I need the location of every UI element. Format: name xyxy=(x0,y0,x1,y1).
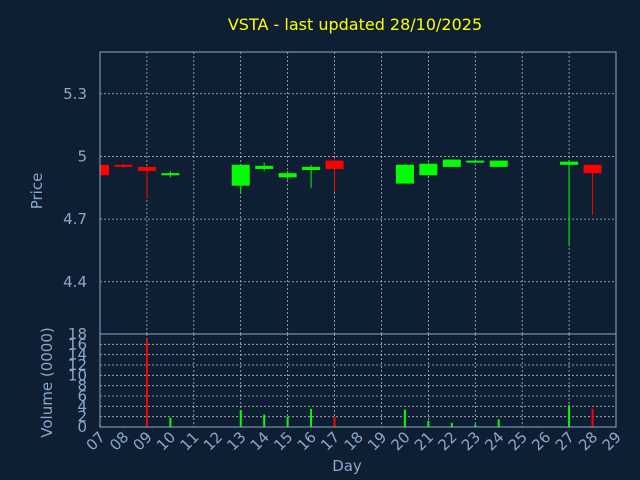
volume-axis-label: Volume (0000) xyxy=(38,327,56,437)
volume-bar xyxy=(568,405,571,427)
price-y-tick-label: 4.7 xyxy=(63,210,87,228)
volume-y-tick-label: 10 xyxy=(68,366,87,384)
x-tick-label: 17 xyxy=(317,428,343,454)
x-tick-label: 08 xyxy=(106,428,132,454)
volume-y-tick-label: 4 xyxy=(77,397,87,415)
candle xyxy=(231,164,250,195)
volume-y-tick-label: 2 xyxy=(77,408,87,426)
candle-body xyxy=(466,160,485,163)
candle xyxy=(114,163,133,168)
candle xyxy=(489,160,508,167)
volume-y-tick-label: 14 xyxy=(68,346,87,364)
x-tick-label: 23 xyxy=(458,428,484,454)
candle xyxy=(137,166,156,199)
candle xyxy=(255,162,274,172)
volume-bar xyxy=(169,417,172,427)
candle-body xyxy=(137,166,156,172)
volume-bar xyxy=(286,416,289,427)
volume-y-tick-label: 6 xyxy=(77,387,87,405)
candle xyxy=(278,171,297,180)
volume-bar xyxy=(497,419,500,427)
volume-bar xyxy=(403,409,406,427)
volume-bars xyxy=(99,339,594,427)
volume-bar xyxy=(263,414,266,427)
volume-bar xyxy=(474,424,477,427)
x-tick-label: 19 xyxy=(364,428,390,454)
volume-bar xyxy=(145,339,148,427)
volume-bar xyxy=(310,408,313,427)
volume-bar xyxy=(122,425,125,427)
volume-y-tick-label: 18 xyxy=(68,325,87,343)
volume-y-tick-label: 8 xyxy=(77,377,87,395)
volume-bar xyxy=(450,422,453,427)
candle-body xyxy=(560,161,579,165)
volume-y-tick-label: 0 xyxy=(77,418,87,436)
candle xyxy=(583,164,602,215)
candle-body xyxy=(100,164,109,176)
candle-body xyxy=(442,159,461,167)
x-axis-label: Day xyxy=(332,457,362,475)
candle xyxy=(560,160,579,247)
candle-body xyxy=(419,163,438,176)
x-tick-label: 27 xyxy=(552,428,578,454)
candle-body xyxy=(395,164,414,184)
volume-bar xyxy=(591,408,594,427)
candle xyxy=(302,164,321,188)
volume-bar xyxy=(427,420,430,427)
price-axis-label: Price xyxy=(28,173,46,210)
chart-title: VSTA - last updated 28/10/2025 xyxy=(228,15,482,34)
x-tick-label: 29 xyxy=(599,428,625,454)
price-grid xyxy=(100,52,616,334)
candle xyxy=(419,162,438,176)
x-tick-label: 10 xyxy=(153,428,179,454)
candle-body xyxy=(489,160,508,167)
volume-bar xyxy=(333,416,336,427)
candle xyxy=(466,159,485,163)
price-y-tick-label: 5.3 xyxy=(63,85,87,103)
x-tick-label: 18 xyxy=(341,428,367,454)
volume-y-tick-label: 12 xyxy=(68,356,87,374)
candle xyxy=(442,159,461,167)
candle-body xyxy=(161,173,180,176)
price-panel-frame xyxy=(99,51,617,335)
price-y-tick-label: 5 xyxy=(77,147,87,165)
candle-body xyxy=(255,165,274,169)
x-tick-label: 09 xyxy=(130,428,156,454)
volume-bar xyxy=(239,409,242,427)
price-y-ticks: 5.3 5 4.7 4.4 xyxy=(63,85,87,291)
price-y-tick-label: 4.4 xyxy=(63,273,87,291)
x-tick-label: 25 xyxy=(505,428,531,454)
volume-grid xyxy=(100,334,616,427)
x-tick-label: 26 xyxy=(528,428,554,454)
x-tick-label: 13 xyxy=(223,428,249,454)
volume-panel-frame xyxy=(99,333,617,428)
candles xyxy=(99,158,602,247)
candle xyxy=(99,164,109,176)
x-tick-label: 28 xyxy=(575,428,601,454)
candle-body xyxy=(325,160,344,169)
x-tick-label: 21 xyxy=(411,428,437,454)
candle-body xyxy=(231,164,250,186)
candle xyxy=(395,164,414,184)
candle-body xyxy=(302,166,321,171)
candle-body xyxy=(583,164,602,174)
candle xyxy=(325,158,344,192)
candle xyxy=(161,171,180,178)
x-tick-label: 12 xyxy=(200,428,226,454)
x-tick-label: 22 xyxy=(434,428,460,454)
volume-y-tick-label: 16 xyxy=(68,335,87,353)
x-tick-label: 16 xyxy=(294,428,320,454)
x-tick-label: 14 xyxy=(247,428,273,454)
x-ticks: 0708091011121314151617181920212223242526… xyxy=(83,428,625,454)
x-tick-label: 20 xyxy=(388,428,414,454)
candle-body xyxy=(114,164,133,167)
candle-body xyxy=(278,173,297,178)
x-tick-label: 11 xyxy=(176,428,202,454)
x-tick-label: 15 xyxy=(270,428,296,454)
x-tick-label: 24 xyxy=(481,428,507,454)
